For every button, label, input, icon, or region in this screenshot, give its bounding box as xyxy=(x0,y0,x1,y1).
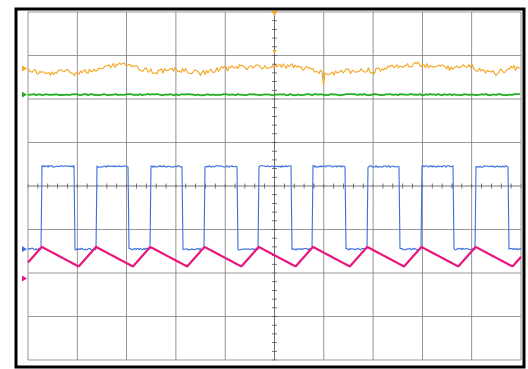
grid xyxy=(27,11,522,361)
channel-marker-2 xyxy=(22,91,27,98)
channel-marker-4 xyxy=(22,275,27,282)
trigger-position-marker xyxy=(271,11,278,16)
trace-2 xyxy=(27,93,521,97)
traces xyxy=(27,61,522,268)
trigger-level-marker xyxy=(272,50,277,54)
channel-markers xyxy=(22,11,278,282)
screen-frame xyxy=(14,7,526,369)
trace-4 xyxy=(27,245,522,268)
trace-3 xyxy=(27,165,522,251)
trace-1 xyxy=(27,61,521,86)
channel-marker-1 xyxy=(22,65,27,72)
channel-marker-3 xyxy=(22,246,27,253)
